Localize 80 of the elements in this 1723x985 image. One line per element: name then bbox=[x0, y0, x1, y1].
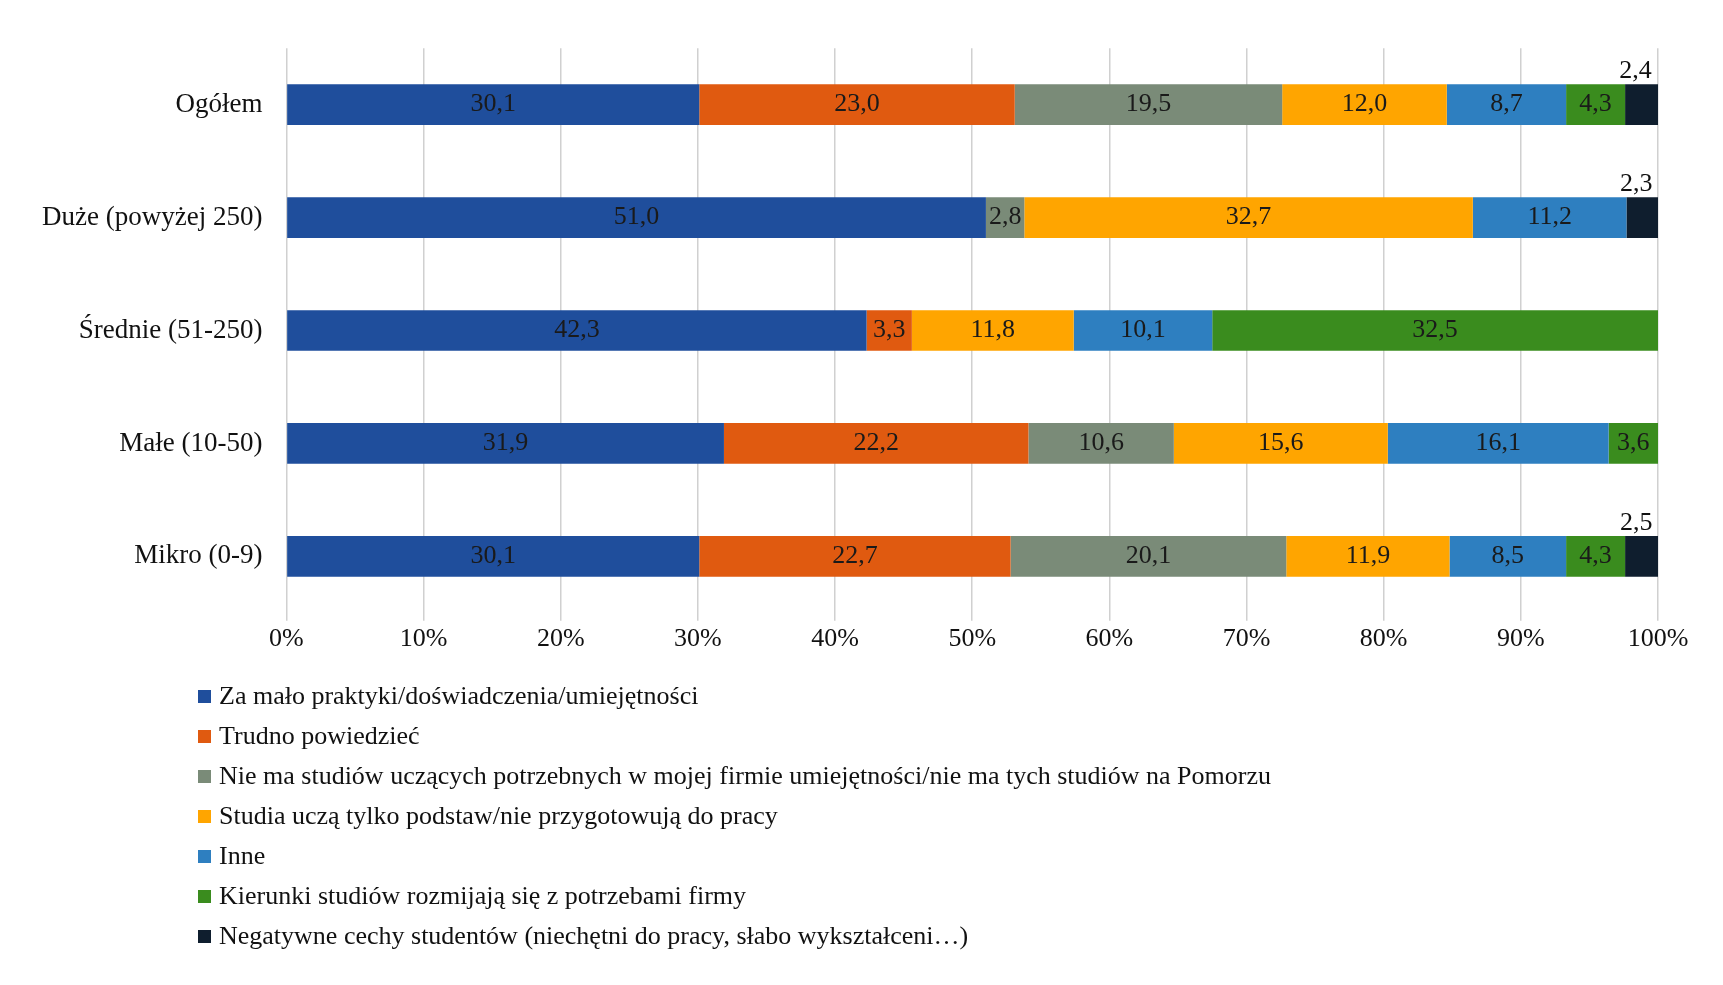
data-label: 31,9 bbox=[482, 427, 529, 457]
y-tick-label: Duże (powyżej 250) bbox=[41, 200, 263, 231]
data-label: 3,6 bbox=[1617, 427, 1650, 457]
data-label: 2,3 bbox=[1619, 168, 1653, 198]
bar bbox=[1212, 310, 1658, 351]
y-tick-label: Mikro (0-9) bbox=[134, 539, 263, 570]
x-tick-label: 100% bbox=[1627, 623, 1689, 653]
legend-label: Za mało praktyki/doświadczenia/umiejętności bbox=[219, 681, 699, 711]
data-label: 22,2 bbox=[853, 427, 899, 457]
data-label: 12,0 bbox=[1341, 88, 1388, 118]
data-label: 11,9 bbox=[1345, 540, 1391, 570]
y-tick-label: Średnie (51-250) bbox=[78, 313, 263, 344]
data-label: 32,5 bbox=[1412, 314, 1458, 344]
bar bbox=[1073, 310, 1213, 351]
bar bbox=[911, 310, 1074, 351]
bar bbox=[1625, 84, 1658, 125]
x-tick-label: 30% bbox=[674, 623, 722, 653]
data-label: 32,7 bbox=[1225, 201, 1272, 231]
data-label: 2,4 bbox=[1619, 55, 1652, 85]
bar bbox=[1014, 84, 1283, 125]
data-label: 15,6 bbox=[1258, 427, 1304, 457]
x-tick-label: 60% bbox=[1085, 623, 1134, 653]
legend-label: Inne bbox=[219, 841, 266, 871]
bar bbox=[1449, 536, 1567, 577]
data-label: 4,3 bbox=[1579, 540, 1612, 570]
data-label: 8,5 bbox=[1491, 540, 1525, 570]
data-label: 23,0 bbox=[834, 88, 880, 118]
y-tick-label: Ogółem bbox=[175, 87, 263, 118]
x-tick-label: 0% bbox=[269, 623, 304, 653]
bar bbox=[287, 310, 867, 351]
bar bbox=[699, 536, 1011, 577]
bar bbox=[1626, 197, 1658, 238]
bar bbox=[1566, 84, 1626, 125]
bar bbox=[287, 536, 700, 577]
legend-label: Trudno powiedzieć bbox=[219, 721, 420, 751]
x-tick-label: 70% bbox=[1222, 623, 1271, 653]
bar bbox=[1010, 536, 1287, 577]
bar bbox=[1566, 536, 1626, 577]
x-tick-label: 40% bbox=[811, 623, 859, 653]
data-label: 2,5 bbox=[1619, 506, 1653, 536]
bar bbox=[1472, 197, 1627, 238]
data-label: 8,7 bbox=[1490, 88, 1523, 118]
x-tick-label: 90% bbox=[1497, 623, 1545, 653]
data-label: 30,1 bbox=[470, 88, 516, 118]
y-tick-label: Małe (10-50) bbox=[119, 426, 263, 457]
data-label: 42,3 bbox=[554, 314, 600, 344]
bar bbox=[723, 423, 1029, 464]
data-label: 4,3 bbox=[1579, 88, 1612, 118]
data-label: 20,1 bbox=[1125, 540, 1172, 570]
data-label: 30,1 bbox=[470, 540, 516, 570]
bar bbox=[699, 84, 1015, 125]
legend-label: Kierunki studiów rozmijają się z potrzebami firmy bbox=[219, 881, 747, 911]
bar bbox=[287, 423, 724, 464]
legend-label: Studia uczą tylko podstaw/nie przygotowują do pracy bbox=[219, 801, 778, 831]
bar bbox=[287, 197, 986, 238]
x-tick-label: 50% bbox=[948, 623, 997, 653]
data-label: 3,3 bbox=[872, 314, 906, 344]
data-label: 22,7 bbox=[832, 540, 878, 570]
x-tick-label: 20% bbox=[536, 623, 585, 653]
bar bbox=[1028, 423, 1174, 464]
bar bbox=[287, 84, 700, 125]
bar bbox=[1286, 536, 1450, 577]
data-label: 19,5 bbox=[1125, 88, 1172, 118]
data-label: 2,8 bbox=[988, 201, 1022, 231]
bar bbox=[1387, 423, 1609, 464]
data-label: 16,1 bbox=[1475, 427, 1521, 457]
data-label: 11,2 bbox=[1527, 201, 1572, 231]
legend-label: Negatywne cechy studentów (niechętni do pracy, słabo wykształceni…) bbox=[219, 921, 969, 951]
data-label: 11,8 bbox=[970, 314, 1016, 344]
legend-label: Nie ma studiów uczących potrzebnych w mojej firmie umiejętności/nie ma tych studiów na Pomorzu bbox=[219, 761, 1271, 791]
data-label: 51,0 bbox=[613, 201, 660, 231]
x-tick-label: 80% bbox=[1359, 623, 1408, 653]
data-label: 10,6 bbox=[1078, 427, 1124, 457]
bar bbox=[1024, 197, 1473, 238]
bar bbox=[1173, 423, 1388, 464]
bar bbox=[1282, 84, 1447, 125]
bar bbox=[1446, 84, 1567, 125]
bar bbox=[1625, 536, 1658, 577]
data-label: 10,1 bbox=[1120, 314, 1166, 344]
x-tick-label: 10% bbox=[399, 623, 448, 653]
